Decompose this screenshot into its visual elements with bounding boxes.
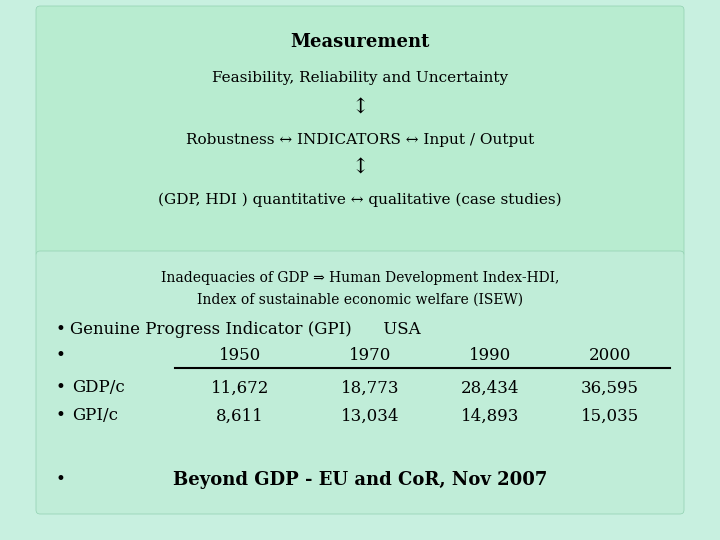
Text: Beyond GDP - EU and CoR, Nov 2007: Beyond GDP - EU and CoR, Nov 2007 xyxy=(173,471,547,489)
Text: 11,672: 11,672 xyxy=(211,380,269,396)
FancyBboxPatch shape xyxy=(36,6,684,257)
Text: •: • xyxy=(55,321,65,339)
Text: Robustness ↔ INDICATORS ↔ Input / Output: Robustness ↔ INDICATORS ↔ Input / Output xyxy=(186,133,534,147)
Text: 1990: 1990 xyxy=(469,348,511,364)
Text: Index of sustainable economic welfare (ISEW): Index of sustainable economic welfare (I… xyxy=(197,293,523,307)
Text: 1950: 1950 xyxy=(219,348,261,364)
Text: 8,611: 8,611 xyxy=(216,408,264,424)
Text: 28,434: 28,434 xyxy=(461,380,519,396)
Text: 2000: 2000 xyxy=(589,348,631,364)
Text: 18,773: 18,773 xyxy=(341,380,400,396)
Text: GPI/c: GPI/c xyxy=(72,408,118,424)
Text: Inadequacies of GDP ⇒ Human Development Index-HDI,: Inadequacies of GDP ⇒ Human Development … xyxy=(161,271,559,285)
Text: Genuine Progress Indicator (GPI)      USA: Genuine Progress Indicator (GPI) USA xyxy=(70,321,420,339)
Text: Measurement: Measurement xyxy=(290,33,430,51)
Text: (GDP, HDI ) quantitative ↔ qualitative (case studies): (GDP, HDI ) quantitative ↔ qualitative (… xyxy=(158,193,562,207)
Text: 14,893: 14,893 xyxy=(461,408,519,424)
Text: •: • xyxy=(55,348,65,364)
Text: 1970: 1970 xyxy=(348,348,391,364)
Text: 15,035: 15,035 xyxy=(581,408,639,424)
Text: Feasibility, Reliability and Uncertainty: Feasibility, Reliability and Uncertainty xyxy=(212,71,508,85)
Text: ↕: ↕ xyxy=(351,159,369,178)
Text: 36,595: 36,595 xyxy=(581,380,639,396)
FancyBboxPatch shape xyxy=(36,251,684,514)
Text: ↕: ↕ xyxy=(351,98,369,118)
Text: 13,034: 13,034 xyxy=(341,408,400,424)
Text: •: • xyxy=(55,380,65,396)
Text: •: • xyxy=(55,471,65,489)
Text: GDP/c: GDP/c xyxy=(72,380,125,396)
Text: •: • xyxy=(55,408,65,424)
